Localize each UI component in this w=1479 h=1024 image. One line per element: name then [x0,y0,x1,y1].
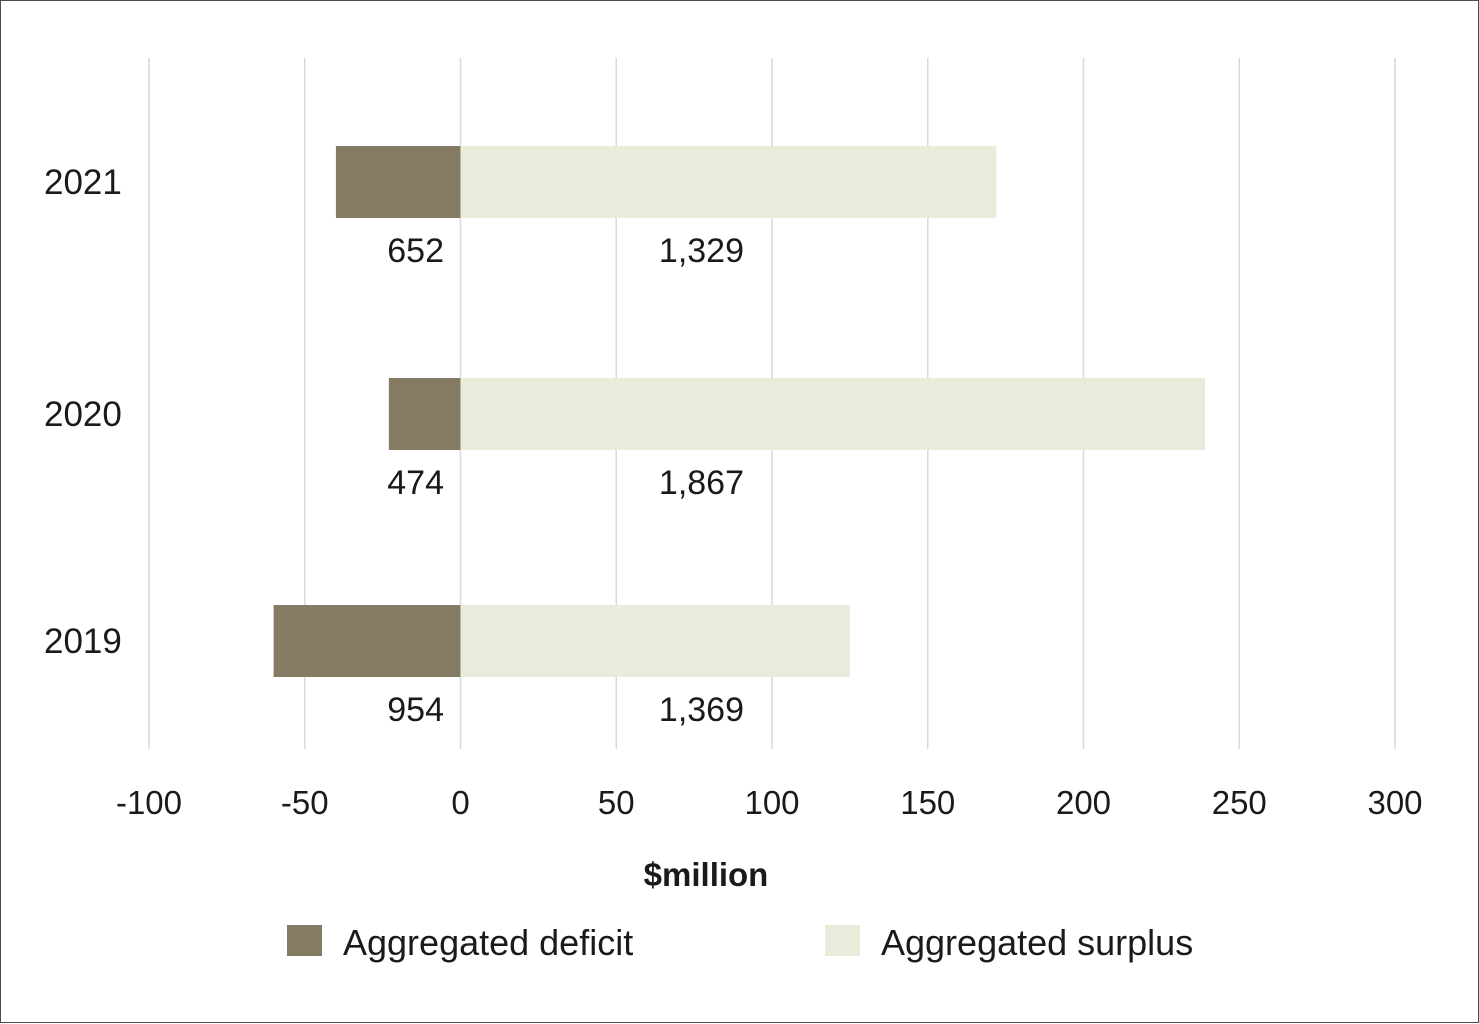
deficit-data-label: 652 [387,232,444,270]
surplus-data-label: 1,329 [659,232,744,270]
surplus-bar [460,605,850,677]
deficit-data-label: 474 [387,464,444,502]
deficit-data-label: 954 [387,691,444,729]
surplus-bar [460,146,997,218]
x-tick-label: 50 [598,784,635,821]
legend-label: Aggregated deficit [343,922,633,963]
legend-label: Aggregated surplus [881,922,1193,963]
x-tick-label: 250 [1212,784,1267,821]
x-tick-label: 300 [1367,784,1422,821]
legend-swatch [825,925,860,956]
y-category-label: 2019 [44,622,122,661]
surplus-data-label: 1,369 [659,691,744,729]
surplus-data-label: 1,867 [659,464,744,502]
surplus-bar [460,378,1205,450]
x-tick-label: -100 [116,784,182,821]
x-tick-label: 100 [744,784,799,821]
x-tick-label: 0 [451,784,469,821]
y-category-label: 2020 [44,395,122,434]
deficit-bar [273,605,461,677]
deficit-bar [388,378,461,450]
x-tick-label: 200 [1056,784,1111,821]
legend-swatch [287,925,322,956]
x-axis-title: $million [644,856,769,893]
x-tick-label: 150 [900,784,955,821]
deficit-bar [335,146,461,218]
y-category-label: 2021 [44,163,122,202]
x-tick-label: -50 [281,784,329,821]
